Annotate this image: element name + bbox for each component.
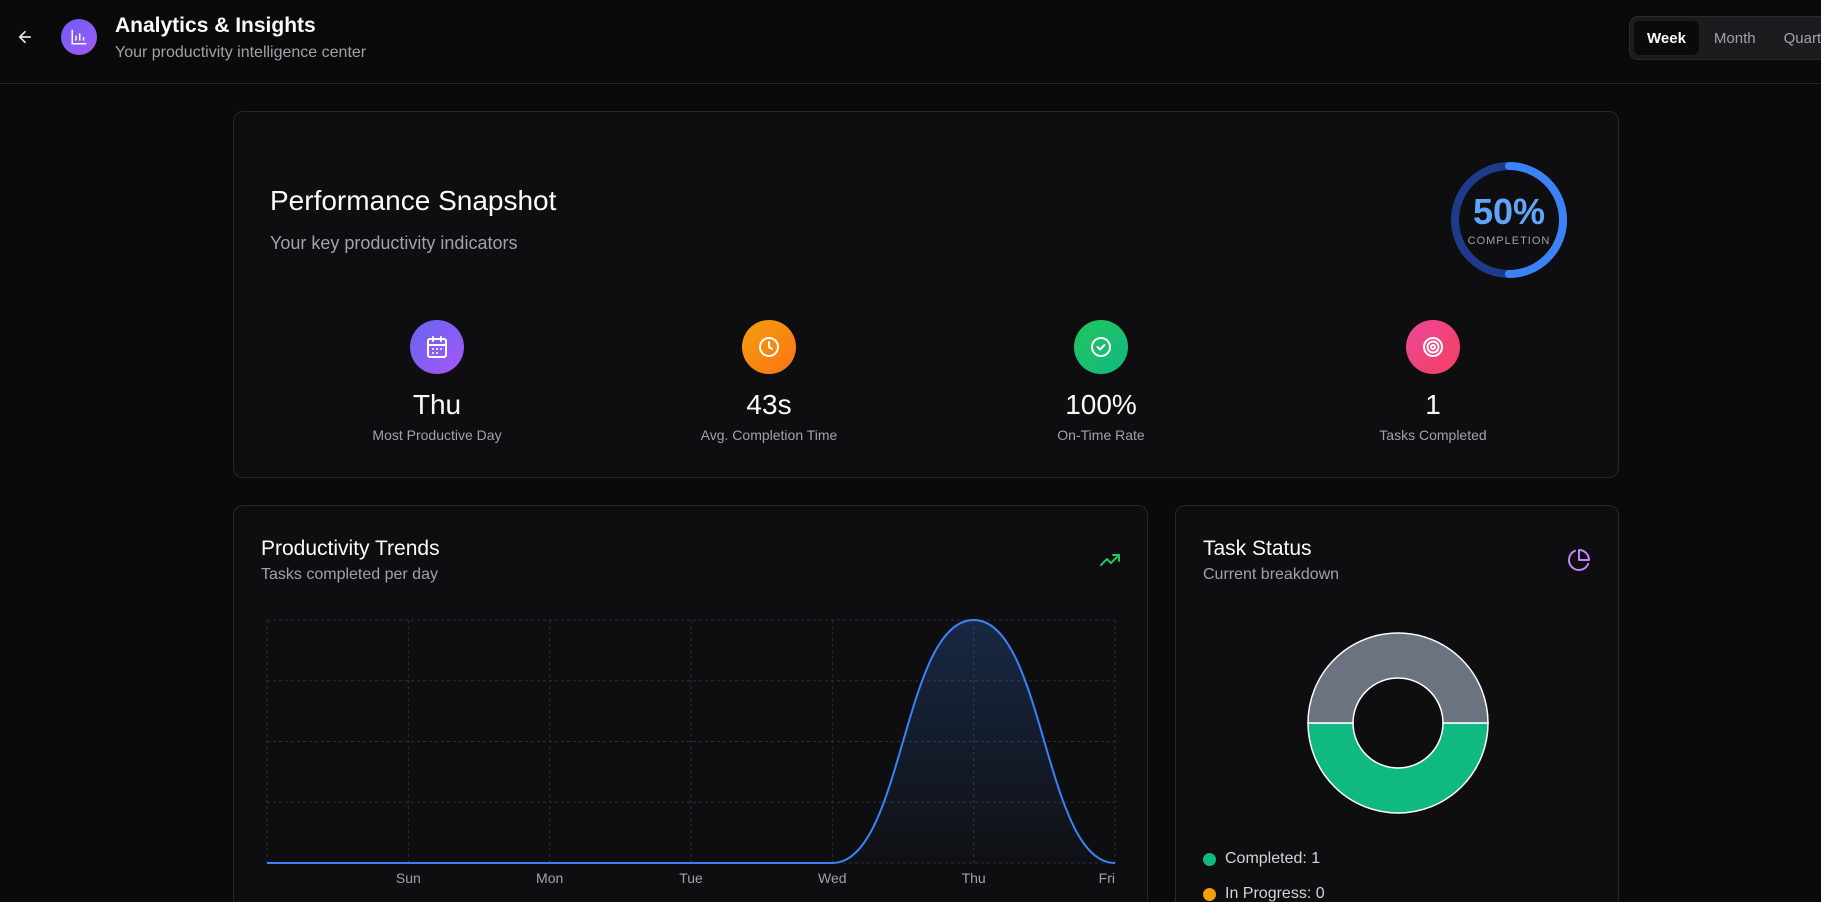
stat-most-productive-day: Thu Most Productive Day [307, 320, 567, 443]
x-tick-label: Wed [818, 870, 847, 886]
status-title: Task Status [1203, 537, 1312, 560]
clock-icon [759, 337, 779, 357]
period-quarter-button[interactable]: Quarter [1783, 29, 1821, 47]
legend-in-progress: In Progress: 0 [1203, 885, 1325, 902]
back-button[interactable] [14, 26, 36, 48]
stat-value: 100% [1065, 389, 1137, 420]
stat-label: On-Time Rate [1057, 427, 1145, 443]
x-tick-label: Fri [1099, 870, 1115, 886]
stat-value: 43s [746, 389, 792, 420]
legend-dot [1203, 852, 1216, 866]
stat-on-time-rate: 100% On-Time Rate [971, 320, 1231, 443]
x-tick-label: Sun [396, 870, 421, 886]
legend-completed: Completed: 1 [1203, 850, 1320, 868]
stat-icon-badge [410, 320, 464, 374]
legend-dot [1203, 887, 1216, 901]
snapshot-title: Performance Snapshot [270, 185, 557, 216]
donut-slice-completed[interactable] [1307, 722, 1489, 814]
completion-label: COMPLETION [1467, 235, 1551, 247]
stat-tasks-completed: 1 Tasks Completed [1303, 320, 1563, 443]
calendar-icon [427, 336, 447, 358]
trends-title: Productivity Trends [261, 537, 440, 560]
productivity-trends-card: Productivity Trends Tasks completed per … [233, 505, 1148, 902]
x-tick-label: Tue [679, 870, 703, 886]
completion-ring-progress [1451, 162, 1567, 278]
legend-label: Completed: 1 [1225, 850, 1321, 867]
legend-label: In Progress: 0 [1225, 885, 1325, 902]
period-week-button[interactable]: Week [1634, 21, 1699, 55]
trend-line [267, 618, 1116, 864]
stat-value: Thu [412, 389, 462, 420]
stat-icon-badge [1406, 320, 1460, 374]
performance-snapshot-card: Performance Snapshot Your key productivi… [233, 111, 1619, 478]
trend-area-fill [267, 620, 1115, 863]
stat-icon-badge [742, 320, 796, 374]
stat-label: Tasks Completed [1379, 427, 1487, 443]
stat-icon-badge [1074, 320, 1128, 374]
page-title: Analytics & Insights [115, 14, 316, 37]
completion-ring: 50% COMPLETION [1450, 161, 1568, 279]
task-status-card: Task Status Current breakdown Completed:… [1175, 505, 1619, 902]
period-month-button[interactable]: Month [1713, 29, 1756, 47]
bar-chart-icon [71, 29, 87, 45]
top-bar: Analytics & Insights Your productivity i… [0, 0, 1821, 84]
page-subtitle: Your productivity intelligence center [115, 44, 367, 61]
stat-label: Most Productive Day [372, 427, 502, 443]
stat-avg-completion-time: 43s Avg. Completion Time [639, 320, 899, 443]
app-logo [61, 19, 97, 55]
donut-slice-pending[interactable] [1307, 632, 1489, 724]
x-tick-label: Thu [962, 870, 986, 886]
status-subtitle: Current breakdown [1203, 566, 1340, 583]
period-selector: Week Month Quarter [1629, 16, 1821, 60]
trends-subtitle: Tasks completed per day [261, 566, 438, 583]
stat-value: 1 [1425, 389, 1441, 420]
snapshot-subtitle: Your key productivity indicators [270, 233, 518, 253]
check-circle-icon [1091, 337, 1111, 357]
stat-label: Avg. Completion Time [700, 427, 838, 443]
completion-value: 50% [1472, 191, 1546, 232]
target-icon [1423, 337, 1443, 357]
productivity-trends-chart: Sun Mon Tue Wed Thu Fri [266, 618, 1116, 886]
pie-chart-icon [1568, 549, 1590, 571]
trending-up-icon [1100, 554, 1120, 566]
x-tick-label: Mon [536, 870, 563, 886]
task-status-chart [1307, 632, 1489, 814]
arrow-left-icon [18, 30, 32, 44]
